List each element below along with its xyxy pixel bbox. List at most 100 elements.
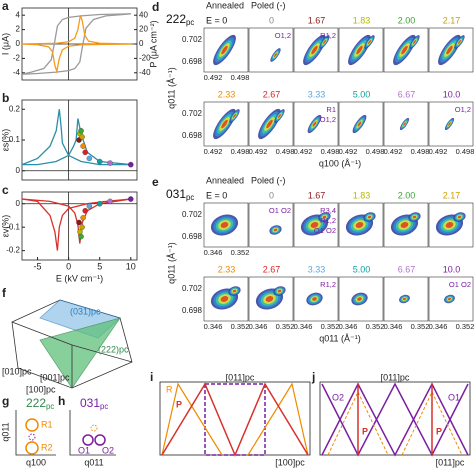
axis-label: q011 (Å⁻¹) xyxy=(319,333,361,343)
data-point xyxy=(96,158,103,165)
panel-label: d xyxy=(152,0,159,14)
peak-label: O1 O2 xyxy=(449,280,471,289)
title-main: 031 xyxy=(80,396,100,410)
plane-label: (222)pc xyxy=(98,344,129,354)
contour xyxy=(356,45,363,55)
panel-label: e xyxy=(152,175,159,189)
x-tick-label: 0.492 xyxy=(294,147,313,156)
y-tick-label: 0 xyxy=(16,166,21,175)
peak-label: O2 xyxy=(102,445,114,455)
x-tick-label: 0 xyxy=(66,261,71,271)
axis-label: q100 xyxy=(26,457,46,467)
field-label: 2.33 xyxy=(218,89,236,99)
contour xyxy=(445,222,454,228)
curve xyxy=(21,198,131,244)
contour xyxy=(403,122,406,126)
x-tick-label: 0.346 xyxy=(429,322,448,331)
contour xyxy=(266,119,273,129)
x-tick-label: 0.346 xyxy=(204,322,223,331)
contour xyxy=(322,215,327,219)
peak-label: O1,2 xyxy=(275,31,291,40)
x-tick-label: 0.352 xyxy=(231,322,250,331)
x-tick-label: 10 xyxy=(126,261,136,271)
direction-label: [011]pc xyxy=(226,372,255,382)
title: 222pc xyxy=(26,396,54,411)
contour xyxy=(413,40,416,44)
peak-label: R2 xyxy=(41,442,53,452)
y-tick-label: 2 xyxy=(16,25,21,34)
peak-label: R1,2 xyxy=(320,31,336,40)
x-tick-label: 0.498 xyxy=(276,147,295,156)
x-tick-label: 0.498 xyxy=(411,147,430,156)
sketch-i-drawing xyxy=(159,381,311,457)
x-tick-label: 0.492 xyxy=(204,73,223,82)
plane-label: (031)pc xyxy=(70,306,101,316)
sketch-g-drawing xyxy=(15,410,56,456)
contour xyxy=(357,297,362,301)
curve xyxy=(21,109,131,166)
y-tick-label: 0 xyxy=(16,199,21,208)
field-label: 3.33 xyxy=(308,89,326,99)
field-label: 10.0 xyxy=(443,264,461,274)
contour xyxy=(457,215,462,219)
curve xyxy=(22,118,131,166)
axis-label: εv(%) xyxy=(0,215,10,238)
contour xyxy=(311,45,318,55)
title: 031pc xyxy=(166,187,194,202)
contour xyxy=(232,289,237,293)
axis-label: q011 xyxy=(0,422,10,441)
data-point xyxy=(128,196,134,202)
cube-drawing xyxy=(11,299,133,389)
x-tick-label: 0.498 xyxy=(231,147,250,156)
peak-label: O2 xyxy=(332,392,344,402)
y-tick-label: 0.698 xyxy=(182,131,203,140)
x-tick-label: 0.492 xyxy=(249,147,268,156)
contour xyxy=(367,215,372,219)
curve xyxy=(21,198,131,251)
field-label: 6.67 xyxy=(398,89,416,99)
x-tick-label: 0.498 xyxy=(366,147,385,156)
contour xyxy=(323,40,326,44)
y-tick-label: 0.698 xyxy=(182,232,203,241)
x-tick-label: 0.352 xyxy=(411,322,430,331)
field-label: 2.00 xyxy=(398,190,416,200)
contour xyxy=(265,296,274,302)
panel-label: j xyxy=(311,370,315,384)
y2-tick-label: -20 xyxy=(139,54,151,63)
y-tick-label: 0.702 xyxy=(182,210,203,219)
field-label: 5.00 xyxy=(353,264,371,274)
x-tick-label: 0.346 xyxy=(294,322,313,331)
field-label: 0 xyxy=(269,15,274,25)
contour xyxy=(277,289,282,293)
x-tick-label: 0.498 xyxy=(231,73,250,82)
data-point xyxy=(107,160,113,166)
contour xyxy=(446,45,453,55)
field-label: 2.00 xyxy=(398,15,416,25)
data-point xyxy=(79,224,85,230)
data-point xyxy=(78,233,84,240)
data-point xyxy=(82,149,88,156)
field-label: 2.33 xyxy=(218,264,236,274)
field-label: 2.67 xyxy=(263,264,281,274)
sketch-h-drawing xyxy=(69,410,116,456)
data-point xyxy=(82,208,88,214)
panel-label: f xyxy=(2,286,7,300)
panel-label: h xyxy=(58,394,65,408)
y-tick-label: -2 xyxy=(13,54,21,63)
direction-label: [011]pc xyxy=(436,457,465,467)
contour xyxy=(357,121,362,127)
y2-tick-label: 20 xyxy=(139,25,148,34)
x-tick-label: 0.492 xyxy=(339,147,358,156)
title-main: 222 xyxy=(26,396,46,410)
contour xyxy=(278,114,281,118)
peak-label: O1 O2 xyxy=(269,206,291,215)
field-label: 1.67 xyxy=(308,190,326,200)
axis-label: E (kV cm⁻¹) xyxy=(56,273,103,283)
peak-label: O1 O2 xyxy=(314,226,336,235)
peak-label: R1,2 xyxy=(320,280,336,289)
x-tick-label: 0.352 xyxy=(456,322,474,331)
data-point xyxy=(77,229,83,235)
field-label: 10.0 xyxy=(443,89,461,99)
title-sub: pc xyxy=(100,402,108,411)
data-point xyxy=(86,155,93,162)
